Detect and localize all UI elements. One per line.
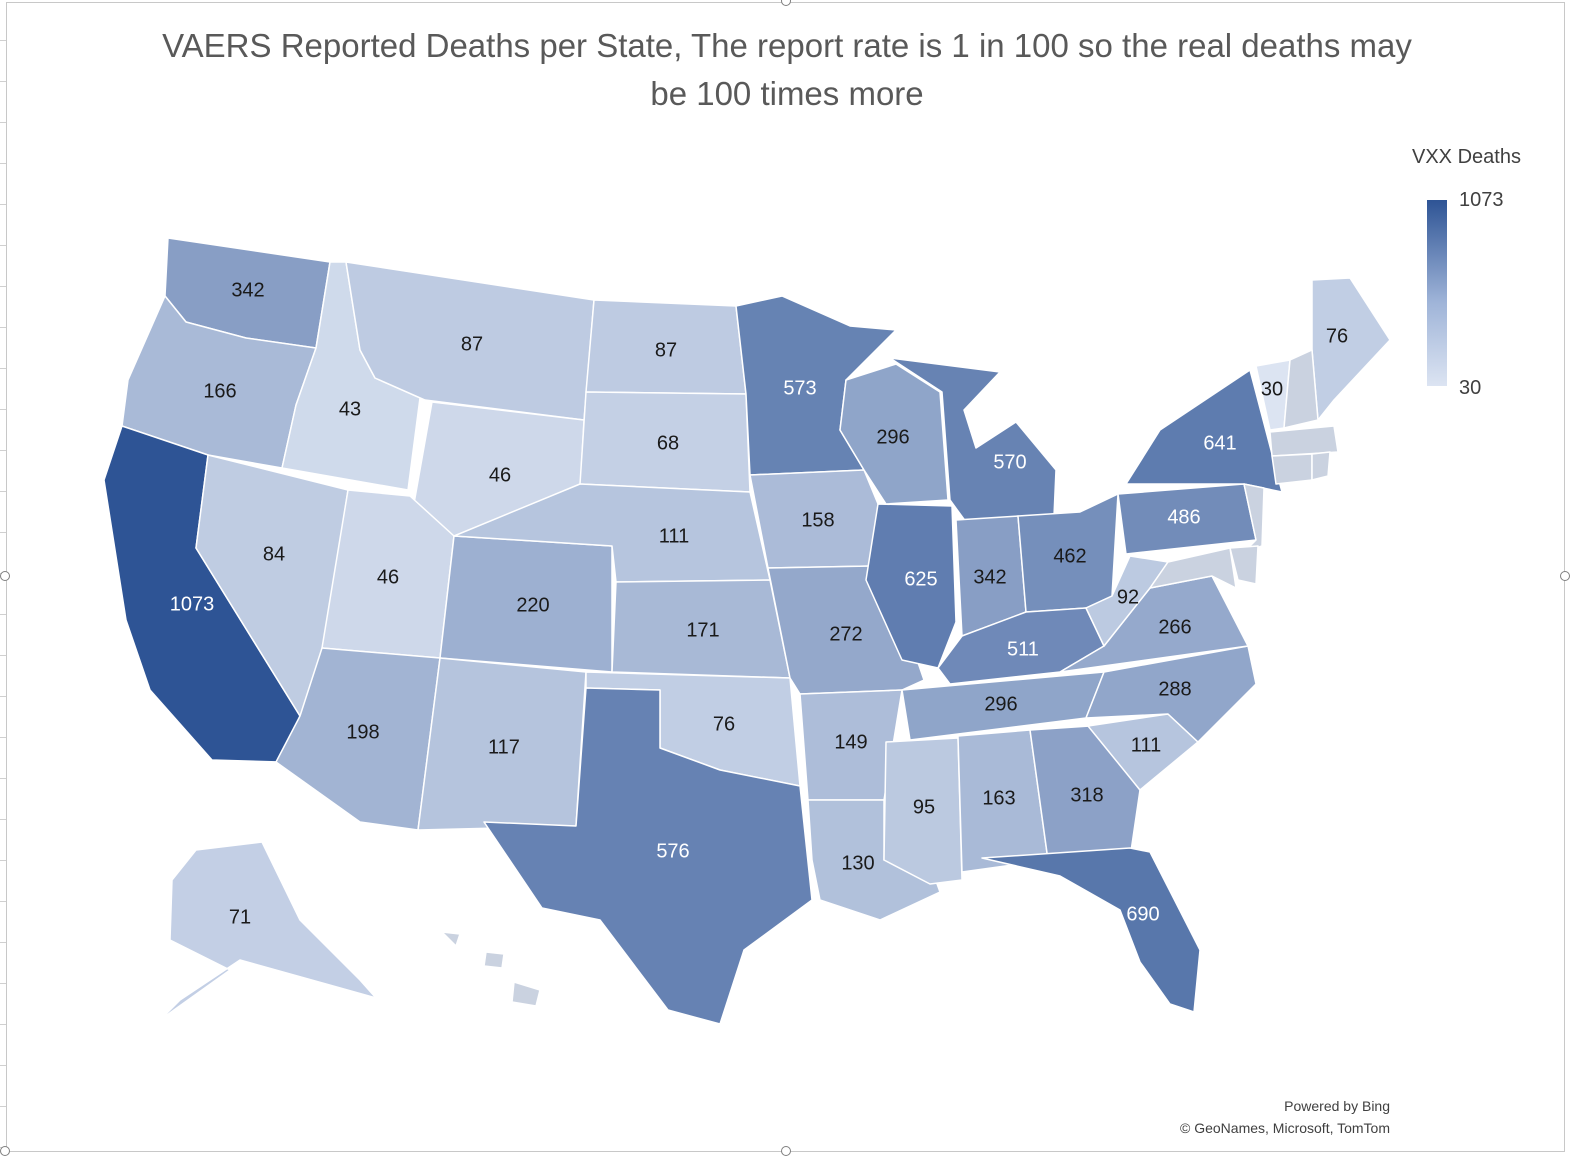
legend-min-label: 30 [1459,377,1482,399]
state-ak [159,841,377,1021]
legend-title: VXX Deaths [1412,146,1521,168]
data-label-me: 76 [1326,325,1348,347]
data-label-wv: 92 [1117,586,1139,608]
data-label-oh: 462 [1053,545,1086,567]
resize-handle-bottom[interactable] [781,1146,791,1156]
resize-handle-top[interactable] [781,0,791,6]
state-nc [1085,645,1257,743]
data-label-ia: 158 [801,509,834,531]
data-label-tn: 296 [984,693,1017,715]
data-label-ks: 171 [686,619,719,641]
data-label-al: 163 [982,787,1015,809]
data-label-va: 266 [1158,616,1191,638]
state-ny [1125,369,1283,493]
data-label-mo: 272 [829,623,862,645]
data-label-ny: 641 [1203,432,1236,454]
state-me [1311,277,1391,421]
resize-handle-bottom-left[interactable] [0,1146,10,1156]
legend-max-label: 1073 [1459,189,1504,211]
data-label-pa: 486 [1167,506,1200,528]
data-label-mt: 87 [461,333,483,355]
state-wi [839,363,949,505]
data-label-wa: 342 [231,279,264,301]
data-label-ar: 149 [834,731,867,753]
credit-attribution: © GeoNames, Microsoft, TomTom [1180,1120,1390,1136]
state-de [1229,545,1259,585]
state-ga [1029,725,1141,861]
data-label-vt: 30 [1261,378,1283,400]
data-label-wy: 46 [489,464,511,486]
data-label-ok: 76 [713,713,735,735]
state-hi [441,931,541,1007]
data-label-mn: 573 [783,377,816,399]
state-fl [981,847,1201,1013]
data-label-ak: 71 [229,906,251,928]
data-label-il: 625 [904,568,937,590]
data-label-nm: 117 [488,736,520,758]
data-label-or: 166 [203,380,236,402]
data-label-id: 43 [339,398,361,420]
data-label-mi: 570 [993,451,1026,473]
data-label-sd: 68 [657,432,679,454]
data-label-tx: 576 [656,840,689,862]
state-nh [1283,349,1319,429]
data-label-ut: 46 [377,566,399,588]
data-label-co: 220 [516,594,549,616]
data-label-ky: 511 [1007,638,1039,660]
data-label-az: 198 [346,721,379,743]
resize-handle-left[interactable] [0,571,10,581]
data-label-ca: 1073 [170,593,215,615]
data-label-in: 342 [973,566,1006,588]
state-ri [1311,451,1331,481]
data-label-nc: 288 [1158,678,1191,700]
chart-title: VAERS Reported Deaths per State, The rep… [162,27,1412,112]
data-label-ne: 111 [659,525,689,547]
state-md [1149,547,1237,589]
data-label-wi: 296 [876,426,909,448]
state-ct [1271,453,1313,485]
data-label-nd: 87 [655,339,677,361]
data-label-nv: 84 [263,543,285,565]
legend-color-scale [1427,200,1447,386]
data-label-sc: 111 [1131,734,1161,756]
state-mi [889,357,1057,523]
state-ma [1269,425,1339,457]
state-ms [883,737,963,885]
state-tx [483,687,813,1025]
credit-powered-by: Powered by Bing [1284,1098,1390,1114]
data-label-fl: 690 [1126,903,1159,925]
data-label-la: 130 [841,852,874,874]
data-label-ga: 318 [1070,784,1103,806]
spreadsheet-gridlines [0,0,6,1168]
resize-handle-right[interactable] [1560,571,1570,581]
data-label-ms: 95 [913,796,935,818]
